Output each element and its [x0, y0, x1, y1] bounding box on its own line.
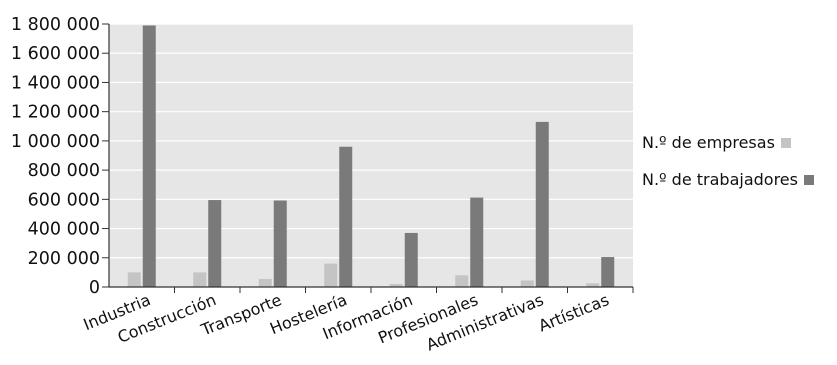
- y-tick-label: 1 800 000: [11, 15, 100, 35]
- bar-trabajadores: [601, 257, 615, 287]
- bar-empresas: [193, 272, 207, 287]
- bar-empresas: [520, 280, 534, 287]
- y-tick-label: 0: [89, 278, 100, 298]
- legend-item-trabajadores: N.º de trabajadores: [642, 170, 814, 189]
- bar-trabajadores: [273, 200, 287, 287]
- bar-empresas: [586, 283, 600, 287]
- bar-trabajadores: [470, 197, 484, 287]
- bar-trabajadores: [208, 200, 222, 287]
- plot-background: [109, 24, 633, 287]
- axes: [102, 23, 634, 293]
- y-tick-label: 600 000: [28, 190, 100, 210]
- bar-empresas: [389, 284, 403, 287]
- y-tick-labels: 0 200 000 400 000 600 000 800 000 1 000 000 1 …: [11, 15, 100, 298]
- bar-trabajadores: [339, 146, 353, 287]
- bar-trabajadores: [535, 121, 549, 288]
- y-tick-label: 1 400 000: [11, 73, 100, 93]
- legend-label-empresas: N.º de empresas: [642, 133, 775, 152]
- legend-swatch-empresas: [780, 137, 791, 148]
- gridlines: [109, 23, 633, 259]
- x-tick-labels: IndustriaConstrucciónTransporteHostelerí…: [81, 290, 612, 354]
- y-tick-label: 200 000: [28, 249, 100, 269]
- y-tick-label: 1 600 000: [11, 44, 100, 64]
- x-tick-label: Artísticas: [536, 290, 612, 335]
- bar-empresas: [324, 263, 338, 287]
- y-tick-label: 400 000: [28, 220, 100, 240]
- bar-trabajadores: [142, 25, 156, 287]
- legend-item-empresas: N.º de empresas: [642, 133, 791, 152]
- y-tick-label: 800 000: [28, 161, 100, 181]
- y-tick-label: 1 200 000: [11, 103, 100, 123]
- legend-label-trabajadores: N.º de trabajadores: [642, 170, 798, 189]
- bar-empresas: [455, 275, 469, 287]
- bars: [127, 25, 615, 288]
- bar-empresas: [258, 278, 272, 287]
- legend-swatch-trabajadores: [803, 174, 814, 185]
- bar-trabajadores: [404, 232, 418, 287]
- bar-empresas: [127, 272, 141, 287]
- y-tick-label: 1 000 000: [11, 132, 100, 152]
